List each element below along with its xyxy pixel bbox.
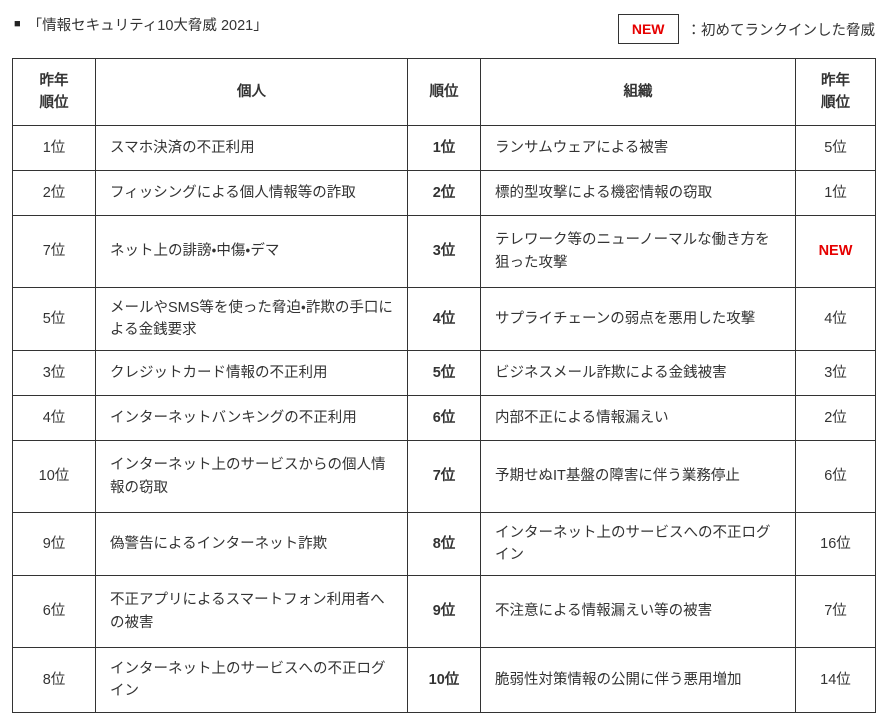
header-individual: 個人 [95, 58, 408, 126]
last-year-individual-cell: 4位 [12, 395, 96, 441]
individual-threat-cell: スマホ決済の不正利用 [95, 125, 408, 171]
table-row: 4位 インターネットバンキングの不正利用 6位 内部不正による情報漏えい 2位 [12, 395, 876, 441]
rank-cell: 8位 [407, 512, 481, 576]
rank-cell: 6位 [407, 395, 481, 441]
last-year-individual-cell: 9位 [12, 512, 96, 576]
header-organization: 組織 [480, 58, 796, 126]
last-year-individual-cell: 8位 [12, 647, 96, 713]
new-legend: NEW ：初めてランクインした脅威 [617, 14, 876, 44]
header-last-year-individual: 昨年 順位 [12, 58, 96, 126]
last-year-individual-cell: 3位 [12, 350, 96, 396]
table-row: 6位 不正アプリによるスマートフォン利用者への被害 9位 不注意による情報漏えい… [12, 575, 876, 648]
last-year-individual-cell: 10位 [12, 440, 96, 513]
organization-threat-cell: サプライチェーンの弱点を悪用した攻撃 [480, 287, 796, 351]
rank-cell: 1位 [407, 125, 481, 171]
rank-cell: 10位 [407, 647, 481, 713]
organization-threat-cell: 脆弱性対策情報の公開に伴う悪用増加 [480, 647, 796, 713]
rank-cell: 7位 [407, 440, 481, 513]
rank-cell: 2位 [407, 170, 481, 216]
organization-threat-cell: 内部不正による情報漏えい [480, 395, 796, 441]
page-title: ■ 「情報セキュリティ10大脅威 2021」 [14, 14, 268, 35]
individual-threat-cell: インターネットバンキングの不正利用 [95, 395, 408, 441]
last-year-organization-cell: 1位 [795, 170, 876, 216]
last-year-organization-cell: 3位 [795, 350, 876, 396]
individual-threat-cell: 不正アプリによるスマートフォン利用者への被害 [95, 575, 408, 648]
organization-threat-cell: 予期せぬIT基盤の障害に伴う業務停止 [480, 440, 796, 513]
table-header-row: 昨年 順位 個人 順位 組織 昨年 順位 [12, 58, 876, 126]
new-badge: NEW [617, 14, 679, 44]
organization-threat-cell: 不注意による情報漏えい等の被害 [480, 575, 796, 648]
last-year-organization-cell: 4位 [795, 287, 876, 351]
individual-threat-cell: メールやSMS等を使った脅迫・詐欺の手口による金銭要求 [95, 287, 408, 351]
individual-threat-cell: インターネット上のサービスへの不正ログイン [95, 647, 408, 713]
new-legend-description: ：初めてランクインした脅威 [686, 22, 876, 39]
last-year-organization-cell: 6位 [795, 440, 876, 513]
page-title-text: 「情報セキュリティ10大脅威 2021」 [27, 18, 268, 34]
last-year-organization-cell: NEW [795, 215, 876, 288]
rank-cell: 5位 [407, 350, 481, 396]
individual-threat-cell: インターネット上のサービスからの個人情報の窃取 [95, 440, 408, 513]
organization-threat-cell: ランサムウェアによる被害 [480, 125, 796, 171]
table-row: 2位 フィッシングによる個人情報等の詐取 2位 標的型攻撃による機密情報の窃取 … [12, 170, 876, 216]
individual-threat-cell: クレジットカード情報の不正利用 [95, 350, 408, 396]
individual-threat-cell: 偽警告によるインターネット詐欺 [95, 512, 408, 576]
individual-threat-cell: フィッシングによる個人情報等の詐取 [95, 170, 408, 216]
table-row: 7位 ネット上の誹謗・中傷・デマ 3位 テレワーク等のニューノーマルな働き方を狙… [12, 215, 876, 288]
organization-threat-cell: インターネット上のサービスへの不正ログイン [480, 512, 796, 576]
rank-cell: 9位 [407, 575, 481, 648]
table-row: 10位 インターネット上のサービスからの個人情報の窃取 7位 予期せぬIT基盤の… [12, 440, 876, 513]
last-year-organization-cell: 5位 [795, 125, 876, 171]
square-bullet-icon: ■ [14, 18, 21, 30]
last-year-individual-cell: 6位 [12, 575, 96, 648]
last-year-individual-cell: 1位 [12, 125, 96, 171]
header-last-year-organization: 昨年 順位 [795, 58, 876, 126]
rank-cell: 4位 [407, 287, 481, 351]
table-row: 9位 偽警告によるインターネット詐欺 8位 インターネット上のサービスへの不正ロ… [12, 512, 876, 576]
last-year-individual-cell: 2位 [12, 170, 96, 216]
header-rank: 順位 [407, 58, 481, 126]
topbar: ■ 「情報セキュリティ10大脅威 2021」 NEW ：初めてランクインした脅威 [0, 8, 887, 50]
last-year-individual-cell: 7位 [12, 215, 96, 288]
individual-threat-cell: ネット上の誹謗・中傷・デマ [95, 215, 408, 288]
last-year-organization-cell: 14位 [795, 647, 876, 713]
last-year-organization-cell: 7位 [795, 575, 876, 648]
threats-table: 昨年 順位 個人 順位 組織 昨年 順位 1位 スマホ決済の不正利用 1位 ラン… [12, 58, 876, 713]
table-row: 5位 メールやSMS等を使った脅迫・詐欺の手口による金銭要求 4位 サプライチェ… [12, 287, 876, 351]
last-year-individual-cell: 5位 [12, 287, 96, 351]
table-row: 8位 インターネット上のサービスへの不正ログイン 10位 脆弱性対策情報の公開に… [12, 647, 876, 713]
organization-threat-cell: テレワーク等のニューノーマルな働き方を狙った攻撃 [480, 215, 796, 288]
table-row: 3位 クレジットカード情報の不正利用 5位 ビジネスメール詐欺による金銭被害 3… [12, 350, 876, 396]
last-year-organization-cell: 2位 [795, 395, 876, 441]
last-year-organization-cell: 16位 [795, 512, 876, 576]
organization-threat-cell: ビジネスメール詐欺による金銭被害 [480, 350, 796, 396]
table-row: 1位 スマホ決済の不正利用 1位 ランサムウェアによる被害 5位 [12, 125, 876, 171]
organization-threat-cell: 標的型攻撃による機密情報の窃取 [480, 170, 796, 216]
rank-cell: 3位 [407, 215, 481, 288]
